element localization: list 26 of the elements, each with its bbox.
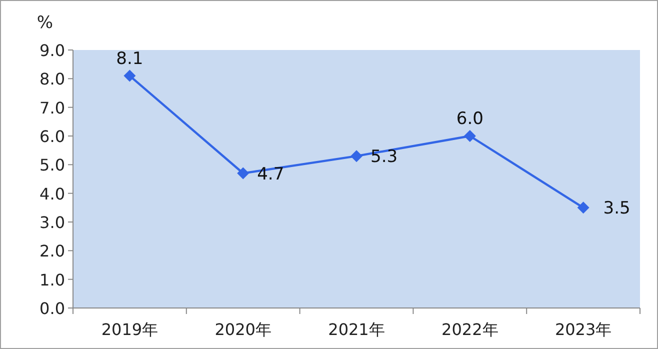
point: [124, 70, 136, 82]
x-tick-label: 2021年: [328, 320, 385, 339]
y-tick-label: 0.0: [40, 299, 65, 318]
x-tick-label: 2019年: [101, 320, 158, 339]
data-label: 8.1: [116, 48, 144, 69]
point: [350, 150, 362, 162]
point: [464, 130, 476, 142]
y-tick-label: 7.0: [40, 98, 65, 118]
data-label: 4.7: [257, 164, 284, 184]
point: [237, 167, 250, 180]
x-tick-label: 2022年: [442, 320, 498, 339]
y-tick-label: 5.0: [40, 156, 65, 175]
y-tick-label: 4.0: [40, 184, 65, 204]
y-tick-label: 6.0: [40, 127, 65, 146]
data-label: 3.5: [603, 198, 630, 219]
data-label: 6.0: [456, 109, 484, 129]
y-axis-title: %: [36, 13, 54, 33]
x-tick-label: 2020年: [214, 320, 272, 339]
x-tick-label: 2023年: [554, 320, 612, 339]
y-tick-label: 1.0: [40, 270, 65, 290]
y-tick-label: 3.0: [40, 213, 65, 232]
point: [577, 202, 590, 214]
y-tick-label: 2.0: [40, 242, 65, 261]
data-label: 5.3: [370, 147, 398, 168]
y-tick-label: 9.0: [40, 41, 65, 60]
y-tick-label: 8.0: [40, 70, 65, 89]
